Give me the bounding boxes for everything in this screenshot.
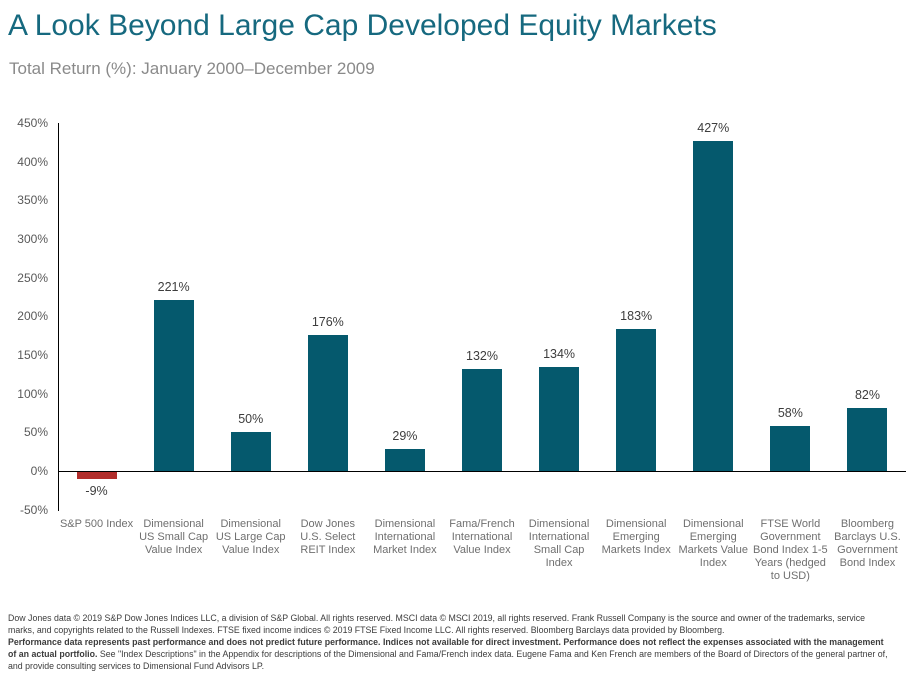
y-axis-tick-label: 450% xyxy=(17,116,48,130)
bar xyxy=(616,329,657,471)
bar xyxy=(693,140,734,471)
y-axis-tick-label: 300% xyxy=(17,232,48,246)
bar-value-label: 176% xyxy=(311,314,344,329)
x-axis-category-label: Dow Jones U.S. Select REIT Index xyxy=(300,518,356,556)
footnotes: Dow Jones data © 2019 S&P Dow Jones Indi… xyxy=(8,612,890,672)
footnote-performance-bold: Performance data represents past perform… xyxy=(8,637,884,659)
y-axis-tick-label: 100% xyxy=(17,386,48,401)
x-axis-category-label: Dimensional International Market Index xyxy=(373,518,437,556)
bar-value-label: 183% xyxy=(620,309,653,324)
y-axis-line xyxy=(58,123,59,511)
x-axis-baseline xyxy=(58,471,906,472)
page-title: A Look Beyond Large Cap Developed Equity… xyxy=(8,9,717,42)
bar-chart: 450% 400% 350% 300% 250% 200% 150% 100% 50% 0% -50… xyxy=(17,116,906,582)
bar-value-label: 134% xyxy=(543,347,576,362)
bar-value-label: 221% xyxy=(157,280,190,295)
bar xyxy=(539,367,580,471)
x-axis-category-label: Fama/French International Value Index xyxy=(449,518,515,556)
bar-value-label: 82% xyxy=(854,387,880,402)
x-axis-category-label: FTSE World Government Bond Index 1-5 Yea… xyxy=(753,518,828,582)
page-subtitle: Total Return (%): January 2000–December … xyxy=(9,59,375,78)
x-axis-category-label: Dimensional US Small Cap Value Index xyxy=(139,518,209,556)
y-axis-tick-label: 200% xyxy=(17,309,48,324)
y-axis-tick-label: 150% xyxy=(17,348,48,362)
bar xyxy=(153,300,194,471)
x-axis-category-label: Bloomberg Barclays U.S. Government Bond … xyxy=(834,518,901,569)
bar xyxy=(384,448,425,471)
y-axis-tick-label: 350% xyxy=(17,193,48,208)
y-axis-tick-label: 250% xyxy=(17,270,48,285)
x-axis-category-label: Dimensional Emerging Markets Index xyxy=(601,518,671,556)
bar-value-label: 58% xyxy=(777,406,803,421)
x-axis-category-label: S&P 500 Index xyxy=(59,518,134,530)
x-axis-category-label: Dimensional Emerging Markets Value Index xyxy=(678,518,749,569)
bar-value-label: 132% xyxy=(466,348,498,363)
y-axis-tick-label: 0% xyxy=(30,464,48,478)
bar-value-label: 50% xyxy=(238,412,264,427)
footnote-sources: Dow Jones data © 2019 S&P Dow Jones Indi… xyxy=(8,613,866,635)
x-axis-category-label: Dimensional International Small Cap Inde… xyxy=(528,518,590,569)
bar xyxy=(847,407,888,471)
footnote-performance: Performance data represents past perform… xyxy=(8,636,890,672)
y-axis-tick-label: 50% xyxy=(23,425,48,440)
bar xyxy=(462,368,502,471)
footnote-performance-regular: See "Index Descriptions" in the Appendix… xyxy=(8,649,888,671)
bar-value-label: 29% xyxy=(392,428,418,443)
bar xyxy=(76,472,117,479)
bar xyxy=(230,432,271,471)
x-axis-category-label: Dimensional US Large Cap Value Index xyxy=(215,518,286,556)
y-axis-tick-label: -50% xyxy=(19,502,48,517)
bar-value-label: 427% xyxy=(697,120,730,135)
y-axis-tick-label: 400% xyxy=(17,154,48,169)
bar xyxy=(770,426,811,471)
bar xyxy=(307,334,348,471)
bar-value-label: -9% xyxy=(85,483,108,498)
